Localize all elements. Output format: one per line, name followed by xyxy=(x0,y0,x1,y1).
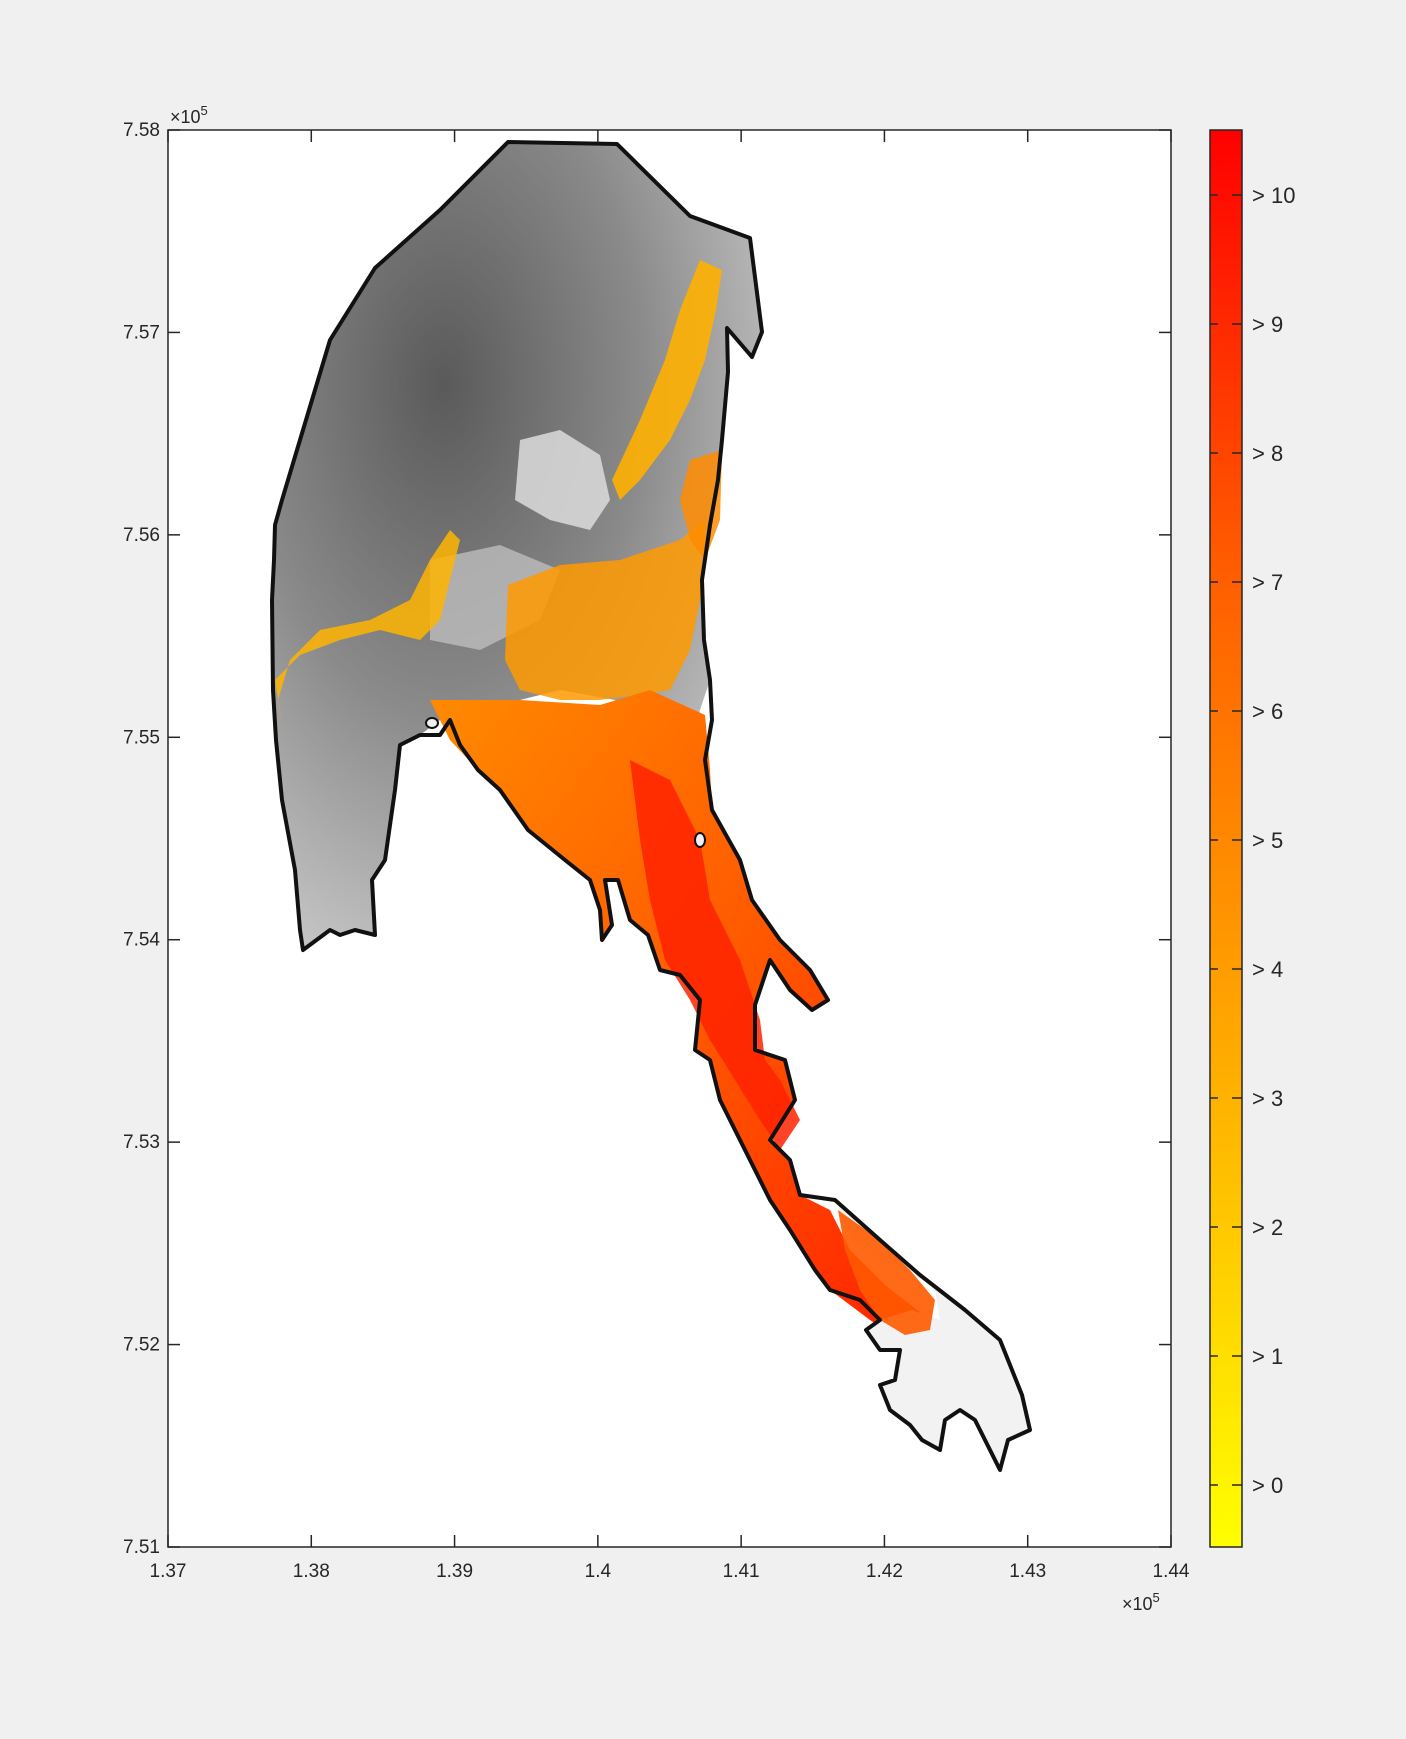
colorbar-tick-label: > 2 xyxy=(1252,1215,1283,1240)
island-1 xyxy=(425,717,439,729)
basin-shallow-region xyxy=(272,142,762,950)
y-tick-label: 7.57 xyxy=(123,322,160,343)
east-shore-plume-2 xyxy=(680,450,722,560)
south-bay-shallow xyxy=(835,1200,1030,1470)
colorbar xyxy=(1209,129,1243,1548)
x-tick-label: 1.39 xyxy=(436,1561,473,1582)
colorbar-tick-label: > 3 xyxy=(1252,1086,1283,1111)
x-axis: 1.37 1.38 1.39 1.4 1.41 1.42 1.43 1.44 xyxy=(150,130,1190,1582)
map-axes-box xyxy=(167,129,1172,1548)
y-tick-label: 7.55 xyxy=(123,727,160,748)
colorbar-tick-label: > 0 xyxy=(1252,1473,1283,1498)
y-exponent-label: ×105 xyxy=(170,103,208,127)
y-tick-label: 7.56 xyxy=(123,525,160,546)
colorbar-tick-label: > 10 xyxy=(1252,183,1295,208)
y-tick-label: 7.52 xyxy=(123,1335,160,1356)
colorbar-tick-label: > 9 xyxy=(1252,312,1283,337)
x-tick-label: 1.43 xyxy=(1009,1561,1046,1582)
colorbar-tick-label: > 6 xyxy=(1252,699,1283,724)
y-tick-label: 7.53 xyxy=(123,1132,160,1153)
colorbar-tick-label: > 7 xyxy=(1252,570,1283,595)
x-tick-label: 1.38 xyxy=(293,1561,330,1582)
coastline-outline xyxy=(270,140,1032,1472)
colorbar-tick-label: > 8 xyxy=(1252,441,1283,466)
x-tick-label: 1.4 xyxy=(585,1561,612,1582)
x-tick-label: 1.37 xyxy=(150,1561,187,1582)
x-tick-label: 1.44 xyxy=(1153,1561,1190,1582)
basin-light-patch xyxy=(515,430,610,530)
colorbar-ticks: > 10 > 9 > 8 > 7 > 6 > 5 > 4 > 3 > 2 > 1 > 0 xyxy=(1210,183,1295,1498)
west-plume-band xyxy=(275,530,460,740)
south-bay-plume xyxy=(838,1210,935,1335)
y-tick-label: 7.54 xyxy=(123,930,160,951)
y-tick-label: 7.51 xyxy=(123,1537,160,1558)
upper-plume xyxy=(505,520,705,700)
east-shore-plume xyxy=(612,260,722,500)
x-tick-label: 1.41 xyxy=(723,1561,760,1582)
y-tick-label: 7.58 xyxy=(123,120,160,141)
colorbar-tick-label: > 4 xyxy=(1252,957,1283,982)
island-2 xyxy=(694,832,706,848)
x-exponent-label: ×105 xyxy=(1122,1590,1160,1614)
colorbar-tick-label: > 1 xyxy=(1252,1344,1283,1369)
y-axis: 7.58 7.57 7.56 7.55 7.54 7.53 7.52 7.51 xyxy=(123,120,1171,1558)
colorbar-tick-label: > 5 xyxy=(1252,828,1283,853)
x-tick-label: 1.42 xyxy=(866,1561,903,1582)
